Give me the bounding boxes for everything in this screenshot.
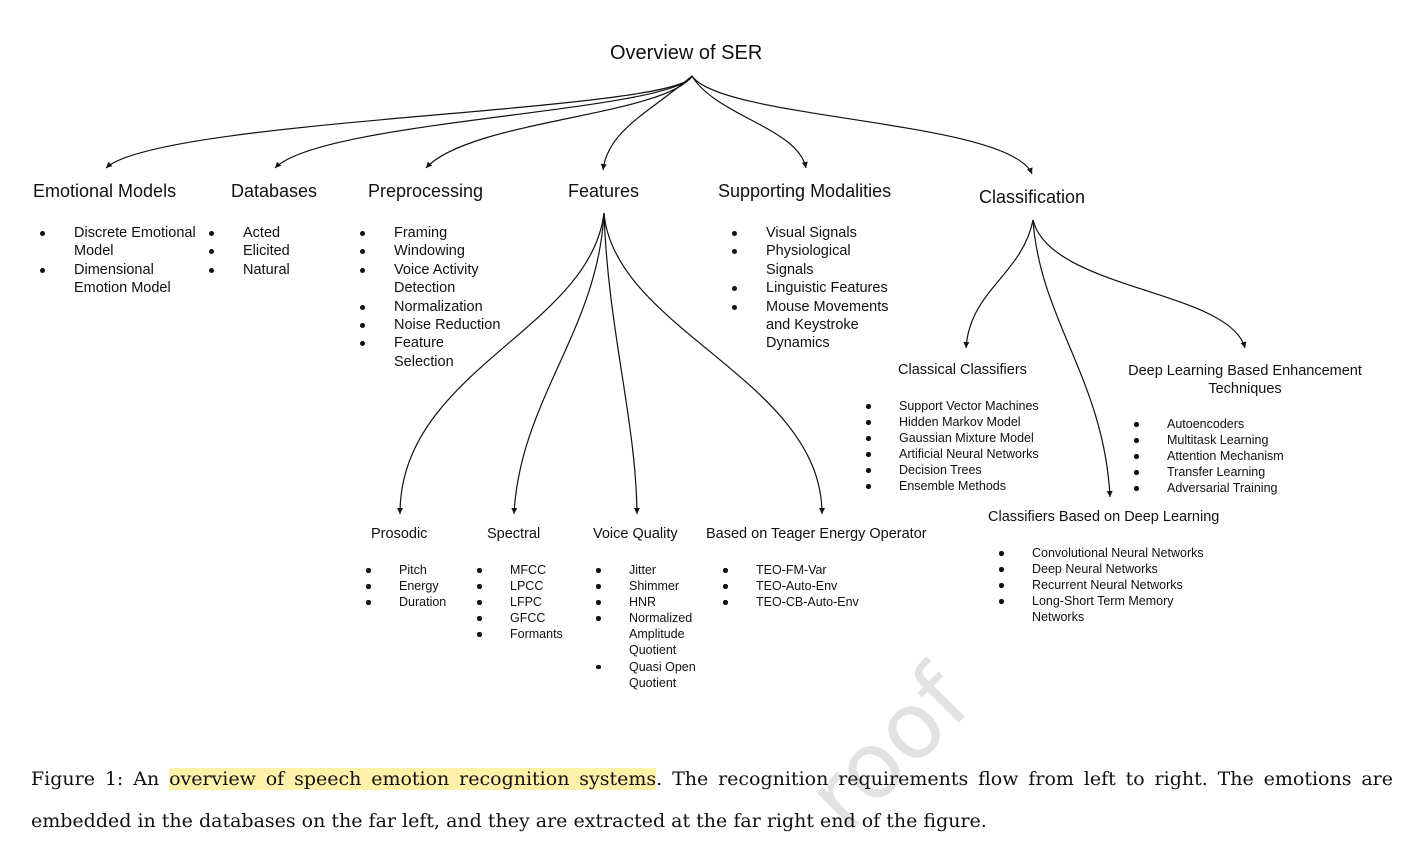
edge-features-voice-quality [603, 212, 640, 515]
edge-features-prosodic [397, 212, 605, 515]
caption-highlight: overview of speech emotion recognition s… [169, 768, 657, 790]
list-item: TEO-FM-Var [723, 562, 859, 578]
list-item: Shimmer [596, 578, 707, 594]
list-item: LFPC [477, 594, 563, 610]
edge-root-preprocessing [425, 75, 693, 169]
edge-root-emotional-models [105, 75, 693, 169]
list-item: Noise Reduction [359, 317, 501, 334]
list-item: LPCC [477, 578, 563, 594]
list-item: Jitter [596, 562, 707, 578]
spectral-list: MFCC LPCC LFPC GFCC Formants [475, 562, 563, 642]
feature-group-title-teager: Based on Teager Energy Operator [706, 526, 927, 542]
list-item: Physiological Signals [732, 242, 904, 279]
list-item: Ensemble Methods [866, 478, 1039, 494]
list-item: Attention Mechanism [1134, 449, 1284, 464]
list-item: Long-Short Term Memory Networks [999, 593, 1204, 625]
list-item: Dimensional Emotion Model [40, 261, 196, 298]
list-item: Elicited [209, 243, 290, 260]
diagram-title: Overview of SER [610, 42, 763, 64]
list-item: Normalized Amplitude Quotient [596, 610, 707, 658]
edge-root-supporting-modalities [691, 75, 808, 169]
list-item: Formants [477, 627, 563, 642]
databases-list: Acted Elicited Natural [207, 224, 290, 279]
list-item: Recurrent Neural Networks [999, 577, 1204, 593]
list-item: Decision Trees [866, 462, 1039, 478]
list-item: HNR [596, 594, 707, 610]
emotional-models-list: Discrete Emotional Model Dimensional Emo… [38, 224, 196, 298]
edge-root-databases [274, 75, 693, 169]
list-item: Voice Activity Detection [359, 261, 500, 298]
figure-caption: Figure 1: An overview of speech emotion … [31, 758, 1393, 842]
edge-classification-deep [1032, 219, 1113, 498]
list-item: Linguistic Features [732, 279, 904, 297]
feature-group-title-prosodic: Prosodic [371, 526, 428, 542]
edge-classification-classical [963, 219, 1034, 349]
preprocessing-list: Framing Windowing Voice Activity Detecti… [358, 224, 500, 371]
list-item: Adversarial Training [1134, 480, 1284, 496]
list-item: Deep Neural Networks [999, 561, 1204, 577]
list-item: Multitask Learning [1134, 432, 1284, 448]
feature-group-title-spectral: Spectral [487, 526, 541, 542]
list-item: Hidden Markov Model [866, 414, 1039, 430]
list-item: Artificial Neural Networks [866, 447, 1039, 462]
prosodic-list: Pitch Energy Duration [364, 562, 446, 610]
section-title-emotional-models: Emotional Models [33, 181, 177, 201]
list-item: Mouse Movements and Keystroke Dynamics [732, 298, 904, 353]
deep-classifiers-list: Convolutional Neural Networks Deep Neura… [997, 545, 1204, 625]
list-item: Gaussian Mixture Model [866, 430, 1039, 446]
list-item: Convolutional Neural Networks [999, 546, 1204, 560]
root-connectors [105, 75, 1033, 175]
list-item: Framing [359, 224, 500, 242]
list-item: Visual Signals [732, 224, 904, 242]
teager-list: TEO-FM-Var TEO-Auto-Env TEO-CB-Auto-Env [721, 562, 859, 610]
list-item: GFCC [477, 610, 563, 626]
list-item: Natural [209, 261, 290, 278]
edge-root-features [600, 75, 693, 171]
caption-rest: . The recognition requirements flow from… [31, 768, 1393, 832]
edge-classification-enhancement [1032, 219, 1247, 349]
list-item: Windowing [359, 242, 500, 260]
list-item: Pitch [365, 562, 446, 578]
list-item: TEO-CB-Auto-Env [723, 595, 859, 610]
voice-quality-list: Jitter Shimmer HNR Normalized Amplitude … [594, 562, 707, 691]
section-title-databases: Databases [231, 181, 318, 201]
list-item: Acted [209, 224, 290, 242]
caption-label: Figure 1: [31, 768, 124, 790]
classification-connectors [963, 219, 1247, 498]
list-item: Feature Selection [359, 334, 500, 371]
feature-group-title-voice-quality: Voice Quality [593, 526, 678, 542]
section-title-preprocessing: Preprocessing [368, 181, 484, 201]
supporting-modalities-list: Visual Signals Physiological Signals Lin… [730, 224, 904, 353]
list-item: Support Vector Machines [866, 399, 1039, 413]
edge-root-classification [691, 75, 1033, 175]
edge-features-spectral [511, 212, 605, 515]
list-item: TEO-Auto-Env [723, 578, 859, 594]
list-item: MFCC [477, 562, 563, 578]
section-title-features: Features [568, 181, 640, 201]
list-item: Normalization [359, 298, 500, 316]
feature-connectors [397, 212, 825, 515]
classifier-group-title-enhancement: Deep Learning Based Enhancement Techniqu… [1128, 363, 1362, 397]
caption-pre: An [133, 768, 160, 790]
edge-features-teager [603, 212, 825, 515]
list-item: Energy [365, 578, 446, 594]
classifier-group-title-classical: Classical Classifiers [898, 362, 1027, 378]
section-title-supporting-modalities: Supporting Modalities [718, 181, 892, 201]
enhancement-techniques-list: Autoencoders Multitask Learning Attentio… [1132, 416, 1284, 496]
list-item: Transfer Learning [1134, 464, 1284, 480]
classifier-group-title-deep: Classifiers Based on Deep Learning [988, 509, 1220, 525]
list-item: Autoencoders [1134, 416, 1284, 432]
list-item: Duration [365, 595, 447, 610]
list-item: Quasi Open Quotient [596, 659, 707, 691]
section-title-classification: Classification [979, 187, 1086, 207]
classical-classifiers-list: Support Vector Machines Hidden Markov Mo… [864, 398, 1039, 495]
list-item: Discrete Emotional Model [40, 225, 196, 260]
